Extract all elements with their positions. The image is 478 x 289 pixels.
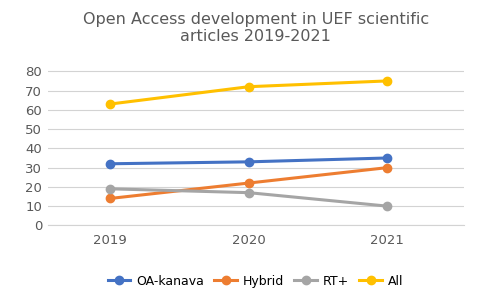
RT+ <box>246 191 251 194</box>
Line: All: All <box>106 77 391 108</box>
Line: Hybrid: Hybrid <box>106 164 391 203</box>
Line: RT+: RT+ <box>106 185 391 210</box>
Line: OA-kanava: OA-kanava <box>106 154 391 168</box>
All <box>246 85 251 88</box>
Legend: OA-kanava, Hybrid, RT+, All: OA-kanava, Hybrid, RT+, All <box>103 270 409 289</box>
OA-kanava <box>384 156 390 160</box>
Hybrid <box>246 181 251 185</box>
All <box>108 102 113 106</box>
Hybrid <box>108 197 113 200</box>
OA-kanava <box>108 162 113 166</box>
RT+ <box>108 187 113 190</box>
OA-kanava <box>246 160 251 164</box>
Title: Open Access development in UEF scientific
articles 2019-2021: Open Access development in UEF scientifi… <box>83 12 429 44</box>
Hybrid <box>384 166 390 169</box>
RT+ <box>384 204 390 208</box>
All <box>384 79 390 83</box>
